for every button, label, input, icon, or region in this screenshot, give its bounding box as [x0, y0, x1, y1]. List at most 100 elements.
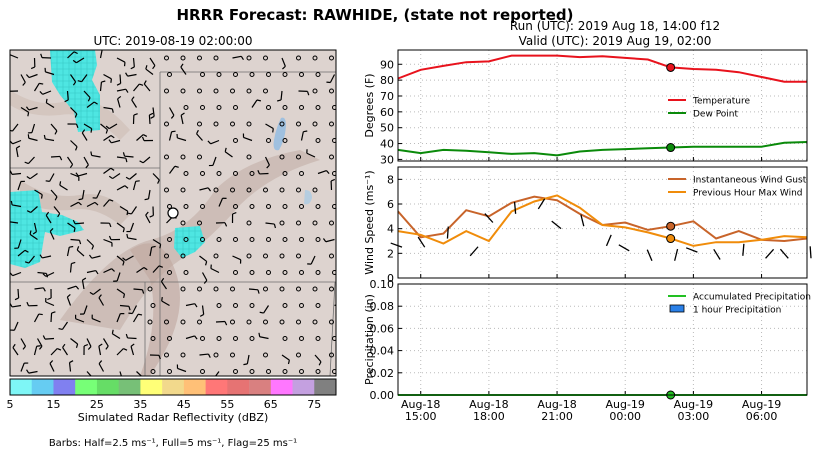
colorbar-swatch [293, 379, 315, 395]
wind-barb [51, 156, 60, 157]
wind-barb-flag [28, 112, 29, 116]
wind-barb-flag [11, 201, 12, 205]
colorbar-tick-label: 5 [7, 398, 14, 411]
map-panel [7, 48, 345, 382]
wind-barb-flag [160, 244, 161, 248]
wind-barb [75, 223, 84, 224]
wind-barb-flag [152, 246, 156, 247]
time-axis: Aug-1815:00Aug-1818:00Aug-1821:00Aug-190… [401, 398, 781, 423]
wind-barb-flag [343, 303, 346, 306]
colorbar-swatch [162, 379, 184, 395]
x-tick-label: 18:00 [473, 410, 505, 423]
station-marker [168, 208, 178, 218]
colorbar-swatch [249, 379, 271, 395]
colorbar-swatch [140, 379, 162, 395]
colorbar-swatch [271, 379, 293, 395]
x-tick-label: 00:00 [609, 410, 641, 423]
wind-barb-flag [102, 48, 106, 49]
colorbar-tick-label: 15 [46, 398, 60, 411]
wind-barb-flag [124, 294, 125, 298]
y-tick-label: 80 [380, 74, 394, 87]
colorbar-tick-label: 45 [177, 398, 191, 411]
wind-barb-flag [259, 333, 260, 337]
wind-barb-flag [111, 79, 112, 83]
wind-barb [68, 91, 69, 100]
wind-barb-flag [303, 131, 307, 132]
wind-barb-flag [127, 234, 128, 238]
y-tick-label: 30 [380, 153, 394, 166]
colorbar-swatch [97, 379, 119, 395]
legend-swatch [670, 305, 684, 312]
legend-label: Previous Hour Max Wind [693, 189, 803, 199]
legend-label: Instantaneous Wind Gust [693, 176, 807, 186]
y-tick-label: 0.10 [370, 278, 395, 291]
station-wind-barb [810, 246, 811, 258]
wind-barb-flag [39, 83, 43, 84]
current-time-marker [667, 144, 675, 152]
y-tick-label: 6 [387, 198, 394, 211]
wind-barb-flag [138, 314, 142, 315]
y-tick-label: 8 [387, 173, 394, 186]
legend-label: 1 hour Precipitation [693, 306, 781, 316]
y-tick-label: 90 [380, 58, 394, 71]
wind-barb [128, 338, 137, 339]
x-tick-label: 03:00 [678, 410, 710, 423]
wind-barb [249, 289, 258, 290]
station-wind-barb [447, 227, 448, 239]
y-tick-label: 40 [380, 138, 394, 151]
wind-barb-flag [112, 109, 113, 113]
x-tick-label: 06:00 [746, 410, 778, 423]
colorbar-swatch [227, 379, 249, 395]
y-tick-label: 50 [380, 122, 394, 135]
wind-barb-flag [162, 297, 163, 301]
colorbar-label: Simulated Radar Reflectivity (dBZ) [78, 411, 269, 424]
wind-barb [18, 289, 19, 298]
legend-label: Accumulated Precipitation [693, 293, 811, 303]
y-axis-label: Wind Speed (ms⁻¹) [363, 170, 376, 274]
colorbar-tick-label: 35 [133, 398, 147, 411]
y-tick-label: 2 [387, 247, 394, 260]
colorbar-swatch [10, 379, 32, 395]
wind-barb-flag [260, 312, 264, 313]
barbs-note: Barbs: Half=2.5 ms⁻¹, Full=5 ms⁻¹, Flag=… [49, 438, 297, 449]
wind-barb [120, 306, 129, 307]
current-time-marker [667, 63, 675, 71]
wind-barb [51, 313, 52, 322]
wind-barb-flag [46, 181, 50, 182]
wind-barb-flag [44, 135, 45, 139]
wind-barb-flag [172, 131, 176, 132]
wind-barb-flag [74, 228, 75, 232]
colorbar-swatch [119, 379, 141, 395]
wind-barb [149, 115, 150, 124]
colorbar-swatch [32, 379, 54, 395]
map-title: UTC: 2019-08-19 02:00:00 [93, 34, 252, 48]
x-tick-label: 15:00 [405, 410, 437, 423]
wind-barb [125, 156, 134, 157]
current-time-marker [667, 222, 675, 230]
wind-barb-flag [91, 152, 92, 156]
wind-barb [12, 174, 21, 175]
colorbar-tick-label: 55 [220, 398, 234, 411]
run-info: Run (UTC): 2019 Aug 18, 14:00 f12 [510, 19, 720, 33]
x-tick-label: 21:00 [541, 410, 573, 423]
colorbar-swatch [75, 379, 97, 395]
colorbar-tick-label: 65 [264, 398, 278, 411]
y-tick-label: 70 [380, 90, 394, 103]
wind-barb [45, 339, 54, 340]
colorbar-swatch [184, 379, 206, 395]
wind-barb-flag [37, 346, 41, 347]
wind-barb-flag [91, 129, 92, 133]
wind-barb [71, 240, 80, 241]
wind-barb-flag [79, 199, 83, 200]
wind-barb-flag [69, 246, 73, 247]
colorbar-swatch [53, 379, 75, 395]
y-axis-label: Precipitation (in) [363, 294, 376, 385]
wind-barb-flag [46, 99, 47, 103]
y-tick-label: 0.00 [370, 389, 395, 402]
wind-barb-flag [112, 330, 113, 334]
valid-info: Valid (UTC): 2019 Aug 19, 02:00 [519, 34, 712, 48]
